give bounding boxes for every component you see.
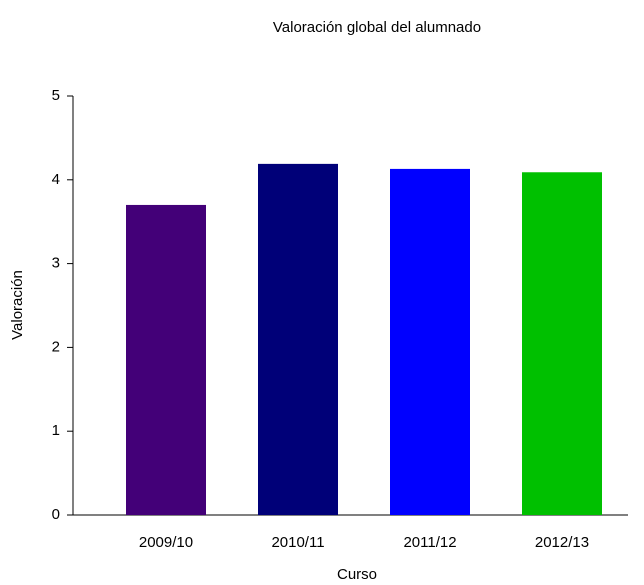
x-axis-label: Curso [337, 566, 377, 583]
x-tick-label: 2009/10 [139, 534, 193, 551]
bar [258, 163, 338, 516]
y-tick-label: 2 [52, 338, 60, 355]
x-tick-label: 2010/11 [271, 534, 324, 551]
y-tick-label: 4 [52, 171, 60, 188]
bar [522, 172, 602, 515]
y-tick-label: 3 [52, 255, 60, 272]
bar [126, 204, 206, 515]
x-tick-label: 2011/12 [403, 534, 456, 551]
bar [390, 168, 470, 515]
chart-title: Valoración global del alumnado [273, 19, 481, 36]
y-tick-label: 5 [52, 87, 60, 104]
y-tick-label: 0 [52, 506, 60, 523]
x-tick-label: 2012/13 [535, 534, 589, 551]
y-axis-label: Valoración [9, 270, 26, 340]
y-tick-label: 1 [52, 422, 60, 439]
